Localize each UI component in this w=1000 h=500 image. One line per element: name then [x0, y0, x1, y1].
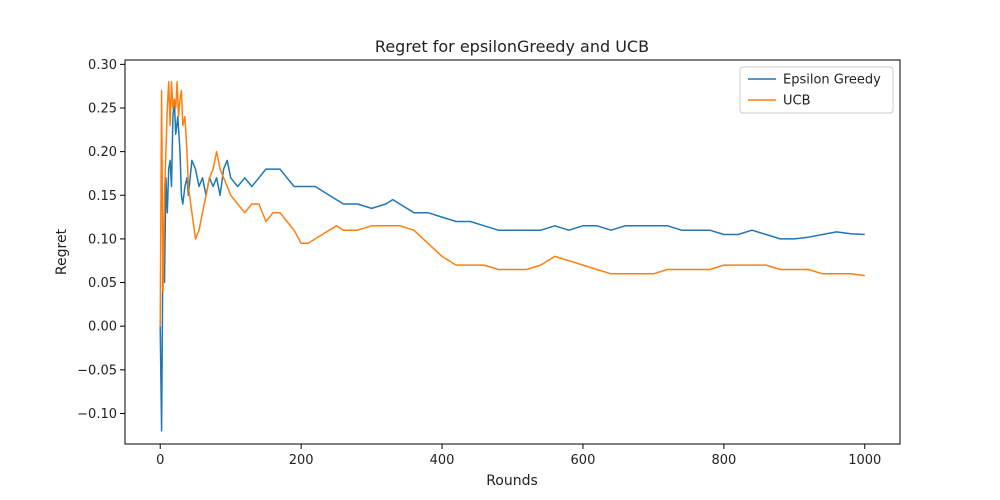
y-tick-label: 0.25: [88, 102, 117, 117]
x-tick-label: 600: [571, 453, 596, 468]
plot-area: [159, 81, 865, 432]
y-tick-label: 0.20: [88, 145, 117, 160]
x-tick-label: 400: [430, 453, 455, 468]
chart-title: Regret for epsilonGreedy and UCB: [375, 37, 649, 56]
y-tick-label: 0.05: [88, 276, 117, 291]
y-tick-label: −0.10: [77, 407, 117, 422]
y-tick-label: 0.30: [88, 58, 117, 73]
x-tick-label: 1000: [848, 453, 881, 468]
x-tick-label: 800: [711, 453, 736, 468]
y-tick-label: 0.10: [88, 232, 117, 247]
legend-label: UCB: [783, 94, 811, 109]
series-line-ucb: [159, 81, 865, 327]
y-axis-title: Regret: [54, 228, 70, 275]
legend-label: Epsilon Greedy: [783, 73, 881, 88]
y-tick-label: 0.15: [88, 189, 117, 204]
y-tick-label: −0.05: [77, 363, 117, 378]
x-tick-label: 200: [289, 453, 314, 468]
legend: Epsilon Greedy UCB: [739, 66, 894, 114]
y-tick-label: 0.00: [88, 320, 117, 335]
plot-frame: [124, 59, 901, 445]
x-axis-title: Rounds: [486, 473, 538, 489]
series-line-epsilon-greedy: [159, 98, 865, 432]
x-tick-label: 0: [156, 453, 164, 468]
legend-box: [739, 66, 894, 114]
